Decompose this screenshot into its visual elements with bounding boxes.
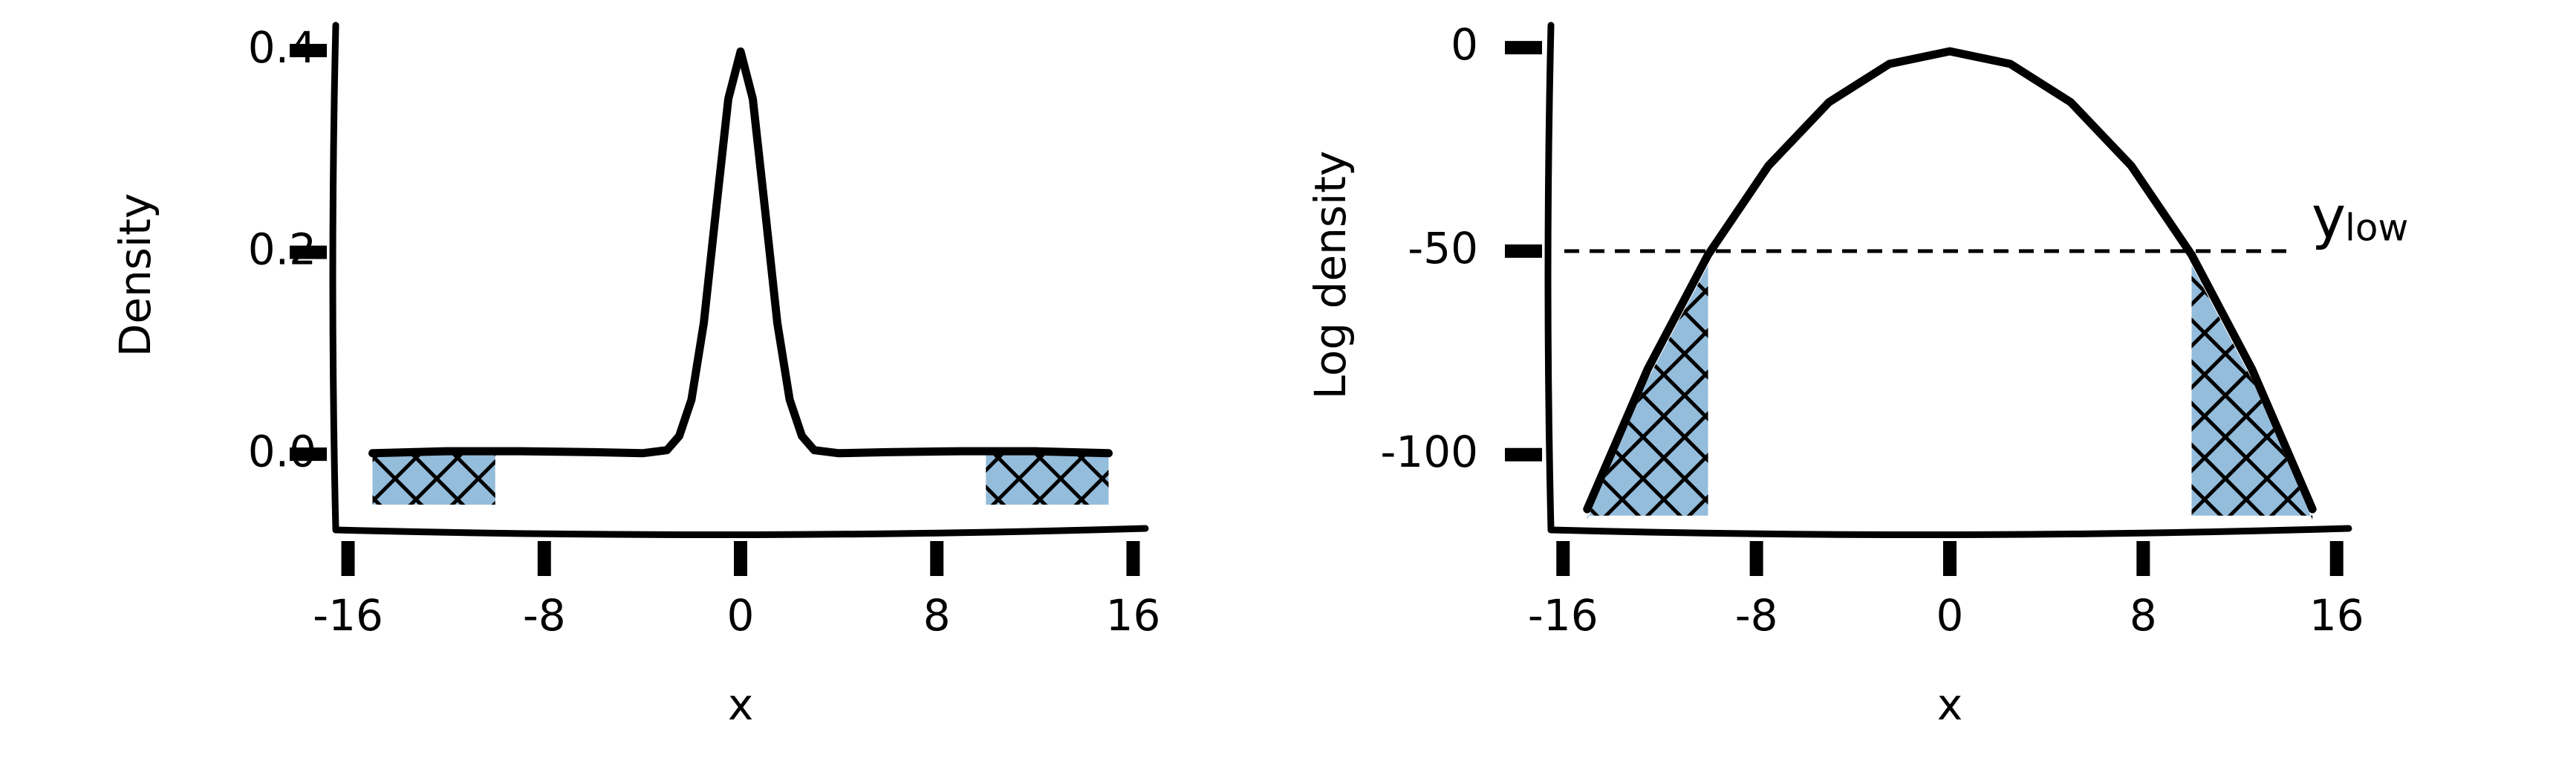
x-tick-label: -16: [1528, 590, 1598, 641]
x-tick-label: 16: [1106, 590, 1161, 641]
x-axis: [332, 525, 1149, 539]
x-tick-label: 0: [727, 590, 755, 641]
threshold-label: y: [2312, 184, 2346, 251]
x-tick-label: -8: [523, 590, 566, 641]
y-tick-label: 0: [1451, 19, 1478, 70]
y-tick-label: 0.4: [248, 22, 316, 73]
hatch: [986, 454, 1109, 505]
hatch: [2191, 265, 2313, 520]
x-axis: [1547, 525, 2352, 539]
threshold-subscript: low: [2345, 206, 2408, 249]
x-tick-label: -8: [1735, 590, 1778, 641]
y-tick-label: 0.2: [248, 224, 316, 275]
hatch: [1587, 265, 1708, 520]
x-tick-label: 8: [2130, 590, 2157, 641]
y-axis-label: Density: [110, 193, 160, 357]
y-axis: [329, 22, 339, 534]
x-axis-label: x: [1937, 679, 1962, 730]
x-axis-label: x: [728, 679, 753, 730]
x-tick-label: 8: [923, 590, 951, 641]
x-tick-label: 0: [1936, 590, 1964, 641]
hatch: [372, 454, 495, 505]
y-tick-label: -100: [1380, 427, 1478, 477]
y-axis-label: Log density: [1305, 151, 1356, 400]
y-tick-label: -50: [1408, 223, 1478, 274]
line: [1583, 47, 2317, 514]
x-tick-label: -16: [313, 590, 383, 641]
y-tick-label: 0.0: [248, 426, 316, 476]
line: [368, 47, 1113, 458]
x-tick-label: 16: [2309, 590, 2364, 641]
y-axis: [1544, 22, 1555, 534]
